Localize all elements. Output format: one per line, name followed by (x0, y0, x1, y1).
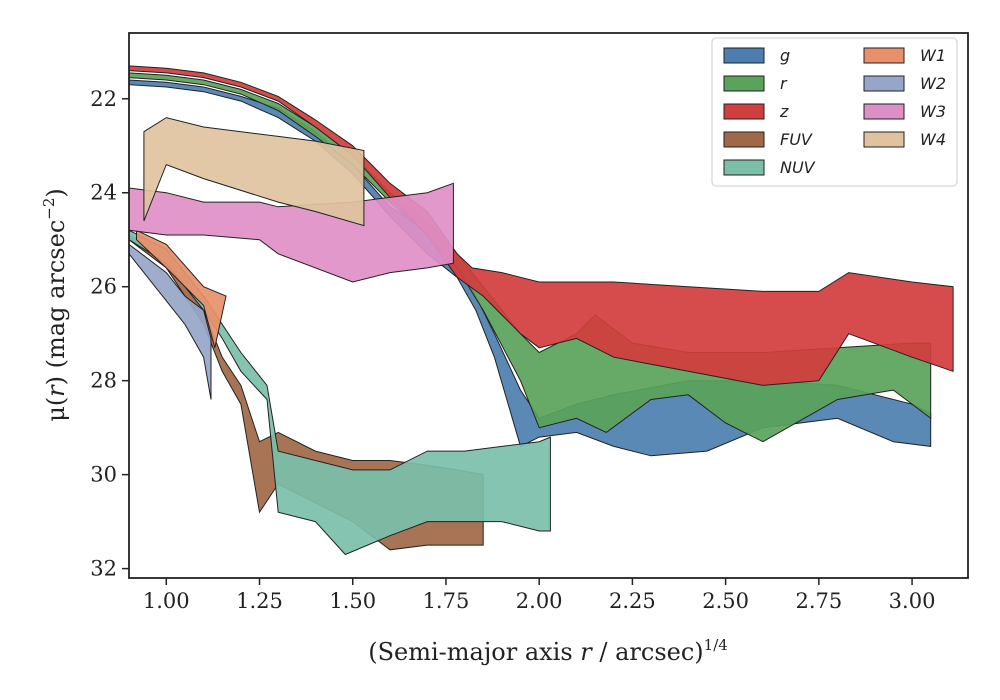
x-tick-label: 2.50 (702, 589, 749, 613)
y-tick-label: 24 (90, 181, 117, 205)
ticks-layer: 1.00 1.25 1.50 1.75 2.00 2.25 2.50 2.75 3.00 22 24… (90, 87, 935, 613)
x-tick-label: 2.75 (795, 589, 842, 613)
band-w4 (143, 117, 365, 227)
legend-swatch-z (723, 103, 765, 120)
legend-label-w1: W1 (920, 46, 946, 65)
band-nuv (128, 229, 551, 556)
bands-layer (128, 65, 954, 556)
legend: grz FUV NUV W1 W2 W3 W4 (711, 37, 958, 187)
legend-label-r: r (780, 74, 788, 93)
legend-swatch-nuv (723, 159, 765, 176)
legend-swatch-r (723, 75, 765, 92)
legend-swatch-w2 (863, 75, 905, 92)
legend-swatch-w3 (863, 103, 905, 120)
x-tick-label: 1.00 (143, 589, 190, 613)
band-w1 (136, 229, 227, 348)
x-tick-label: 2.25 (609, 589, 656, 613)
x-tick-label: 1.75 (423, 589, 470, 613)
x-tick-label: 1.50 (329, 589, 376, 613)
legend-box (711, 37, 958, 187)
legend-swatch-w1 (863, 47, 905, 64)
y-tick-label: 26 (90, 275, 117, 299)
plot-frame (128, 32, 969, 579)
legend-label-w2: W2 (920, 74, 946, 93)
y-axis-label: μ(r) (mag arcsec−2) (40, 188, 70, 422)
legend-swatch-g (723, 47, 765, 64)
y-tick-label: 22 (90, 87, 117, 111)
x-tick-label: 2.00 (516, 589, 563, 613)
legend-label-fuv: FUV (780, 130, 813, 149)
y-tick-label: 28 (90, 369, 117, 393)
legend-swatch-fuv (723, 131, 765, 148)
x-tick-label: 3.00 (889, 589, 936, 613)
legend-label-w3: W3 (920, 102, 946, 121)
x-axis-label: (Semi-major axis r / arcsec)1/4 (368, 636, 728, 666)
y-tick-label: 32 (90, 557, 117, 581)
y-tick-label: 30 (90, 463, 117, 487)
legend-label-z: z (779, 102, 789, 121)
band-w3 (128, 182, 454, 283)
legend-label-w4: W4 (920, 130, 946, 149)
legend-label-g: g (780, 46, 790, 65)
x-tick-label: 1.25 (236, 589, 283, 613)
legend-swatch-w4 (863, 131, 905, 148)
legend-label-nuv: NUV (780, 158, 816, 177)
band-w2 (128, 243, 212, 400)
